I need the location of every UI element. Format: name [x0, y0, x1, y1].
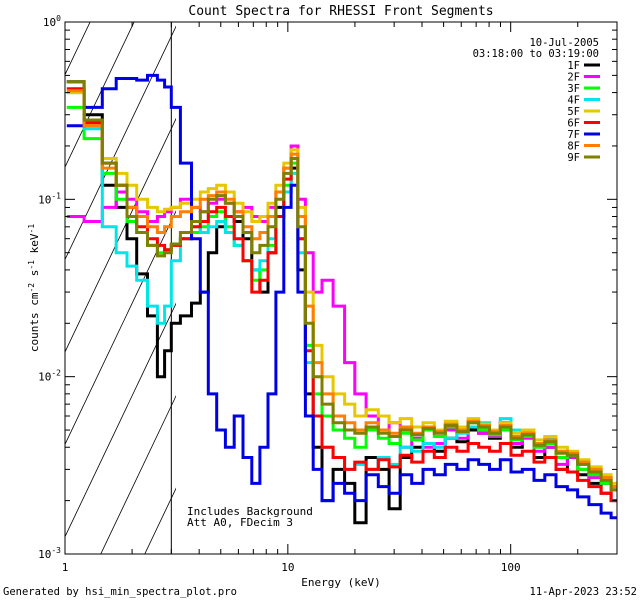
legend-label-1F: 1F	[567, 60, 580, 72]
y-tick-label: 100	[43, 14, 61, 29]
series-3F	[66, 105, 617, 492]
legend-label-5F: 5F	[567, 106, 580, 118]
x-axis-label: Energy (keV)	[301, 576, 380, 589]
note-attenuator: Att A0, FDecim 3	[187, 516, 293, 529]
hatch-line	[65, 25, 176, 261]
y-axis-label: counts cm-2 s-1 keV-1	[27, 224, 41, 352]
series-layer	[66, 73, 617, 525]
series-5F	[66, 91, 617, 485]
legend-label-8F: 8F	[567, 141, 580, 153]
x-tick-label: 100	[501, 561, 521, 574]
series-9F	[66, 80, 617, 492]
legend-label-6F: 6F	[567, 118, 580, 130]
legend-label-9F: 9F	[567, 152, 580, 164]
legend-label-3F: 3F	[567, 83, 580, 95]
x-tick-label: 1	[62, 561, 69, 574]
hatch-line	[144, 487, 176, 554]
legend-label-4F: 4F	[567, 95, 580, 107]
y-tick-label: 10-2	[38, 369, 61, 384]
legend-label-2F: 2F	[567, 72, 580, 84]
plot-frame	[64, 21, 618, 555]
y-tick-label: 10-1	[38, 191, 61, 206]
x-tick-label: 10	[281, 561, 294, 574]
legend-time-range: 03:18:00 to 03:19:00	[473, 48, 599, 60]
hatch-line	[624, 0, 640, 564]
legend-date: 10-Jul-2005	[529, 37, 599, 49]
hatch-line	[360, 0, 640, 564]
y-tick-label: 10-3	[38, 546, 61, 561]
hatch-line	[65, 22, 91, 76]
note-background: Includes Background	[187, 505, 313, 518]
footer-timestamp: 11-Apr-2023 23:52	[530, 586, 637, 598]
hatch-line	[65, 302, 176, 538]
series-8F	[66, 89, 617, 489]
hatch-line	[65, 22, 135, 169]
series-2F	[66, 144, 617, 492]
legend: 10-Jul-2005 03:18:00 to 03:19:00 1F2F3F4…	[473, 37, 600, 164]
footer-generator: Generated by hsi_min_spectra_plot.pro	[3, 586, 237, 598]
series-7F	[66, 73, 617, 520]
y-axis: 100 10-1 10-2 10-3	[38, 14, 617, 561]
hatch-line	[100, 395, 176, 554]
hatch-line	[492, 0, 640, 564]
x-axis: 1 10 100	[62, 22, 618, 574]
hatch-line	[65, 210, 176, 446]
chart-title: Count Spectra for RHESSI Front Segments	[188, 4, 493, 19]
hatch-line	[0, 0, 88, 564]
series-4F	[66, 91, 617, 489]
hatch-line	[65, 117, 176, 353]
legend-label-7F: 7F	[567, 129, 580, 141]
